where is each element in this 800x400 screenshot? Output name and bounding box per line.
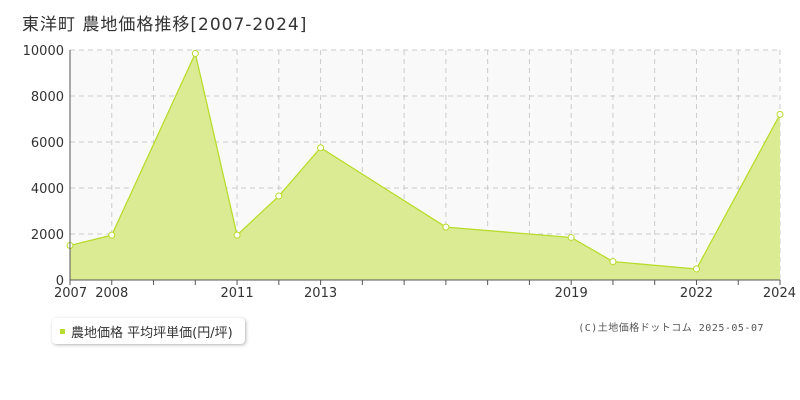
y-tick-label: 6000: [31, 136, 64, 151]
x-tick-label: 2011: [221, 286, 254, 301]
data-point: [692, 265, 700, 273]
x-tick-label: 2008: [95, 286, 128, 301]
data-point: [442, 223, 450, 231]
data-point: [317, 144, 325, 152]
data-point: [275, 192, 283, 200]
data-point: [609, 258, 617, 266]
data-point: [233, 231, 241, 239]
credit-text: (C)土地価格ドットコム 2025-05-07: [578, 323, 764, 334]
y-tick-label: 8000: [31, 90, 64, 105]
y-tick-label: 4000: [31, 182, 64, 197]
series-area: [70, 53, 780, 281]
legend-label: 農地価格 平均坪単価(円/坪): [71, 325, 233, 341]
y-tick-label: 0: [56, 274, 64, 289]
chart-title: 東洋町 農地価格推移[2007-2024]: [22, 15, 308, 35]
data-point: [191, 49, 199, 57]
legend-swatch: [60, 328, 65, 334]
data-point: [108, 231, 116, 239]
area-chart: 0 2000 4000 6000 8000 10000 2007 2008 2011 2013 2…: [23, 44, 796, 301]
x-tick-label: 2022: [680, 286, 713, 301]
data-point: [567, 233, 575, 241]
x-tick-label: 2007: [54, 286, 87, 301]
legend: 農地価格 平均坪単価(円/坪): [52, 318, 245, 344]
x-tick-label: 2024: [763, 286, 796, 301]
data-point: [776, 110, 784, 118]
y-tick-label: 10000: [23, 44, 64, 59]
x-tick-label: 2019: [555, 286, 588, 301]
x-tick-label: 2013: [304, 286, 337, 301]
y-tick-label: 2000: [31, 228, 64, 243]
